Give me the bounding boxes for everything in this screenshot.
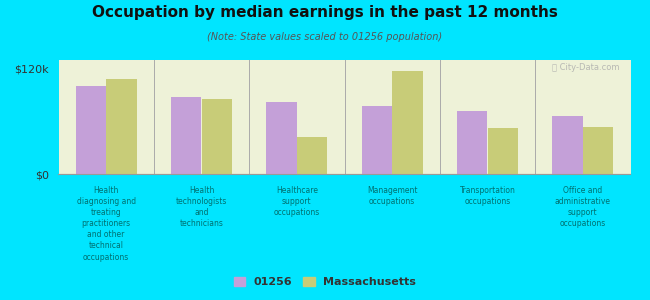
Bar: [75, 86, 106, 174]
Text: Management
occupations: Management occupations: [367, 186, 417, 206]
Bar: [552, 116, 583, 174]
Bar: [457, 111, 488, 174]
Text: Office and
administrative
support
occupations: Office and administrative support occupa…: [555, 186, 611, 228]
Text: Ⓜ City-Data.com: Ⓜ City-Data.com: [552, 63, 619, 72]
Bar: [106, 79, 136, 174]
Text: Healthcare
support
occupations: Healthcare support occupations: [274, 186, 320, 217]
Text: Transportation
occupations: Transportation occupations: [460, 186, 515, 206]
Bar: [392, 70, 422, 174]
Bar: [488, 128, 518, 174]
Bar: [361, 106, 392, 174]
Text: Occupation by median earnings in the past 12 months: Occupation by median earnings in the pas…: [92, 4, 558, 20]
Text: (Note: State values scaled to 01256 population): (Note: State values scaled to 01256 popu…: [207, 32, 443, 41]
Bar: [583, 127, 614, 174]
Bar: [297, 137, 328, 174]
Text: Health
technologists
and
technicians: Health technologists and technicians: [176, 186, 227, 228]
Bar: [202, 99, 232, 174]
Bar: [266, 102, 297, 174]
Text: Health
diagnosing and
treating
practitioners
and other
technical
occupations: Health diagnosing and treating practitio…: [77, 186, 136, 262]
Legend: 01256, Massachusetts: 01256, Massachusetts: [229, 272, 421, 291]
Bar: [171, 97, 202, 174]
